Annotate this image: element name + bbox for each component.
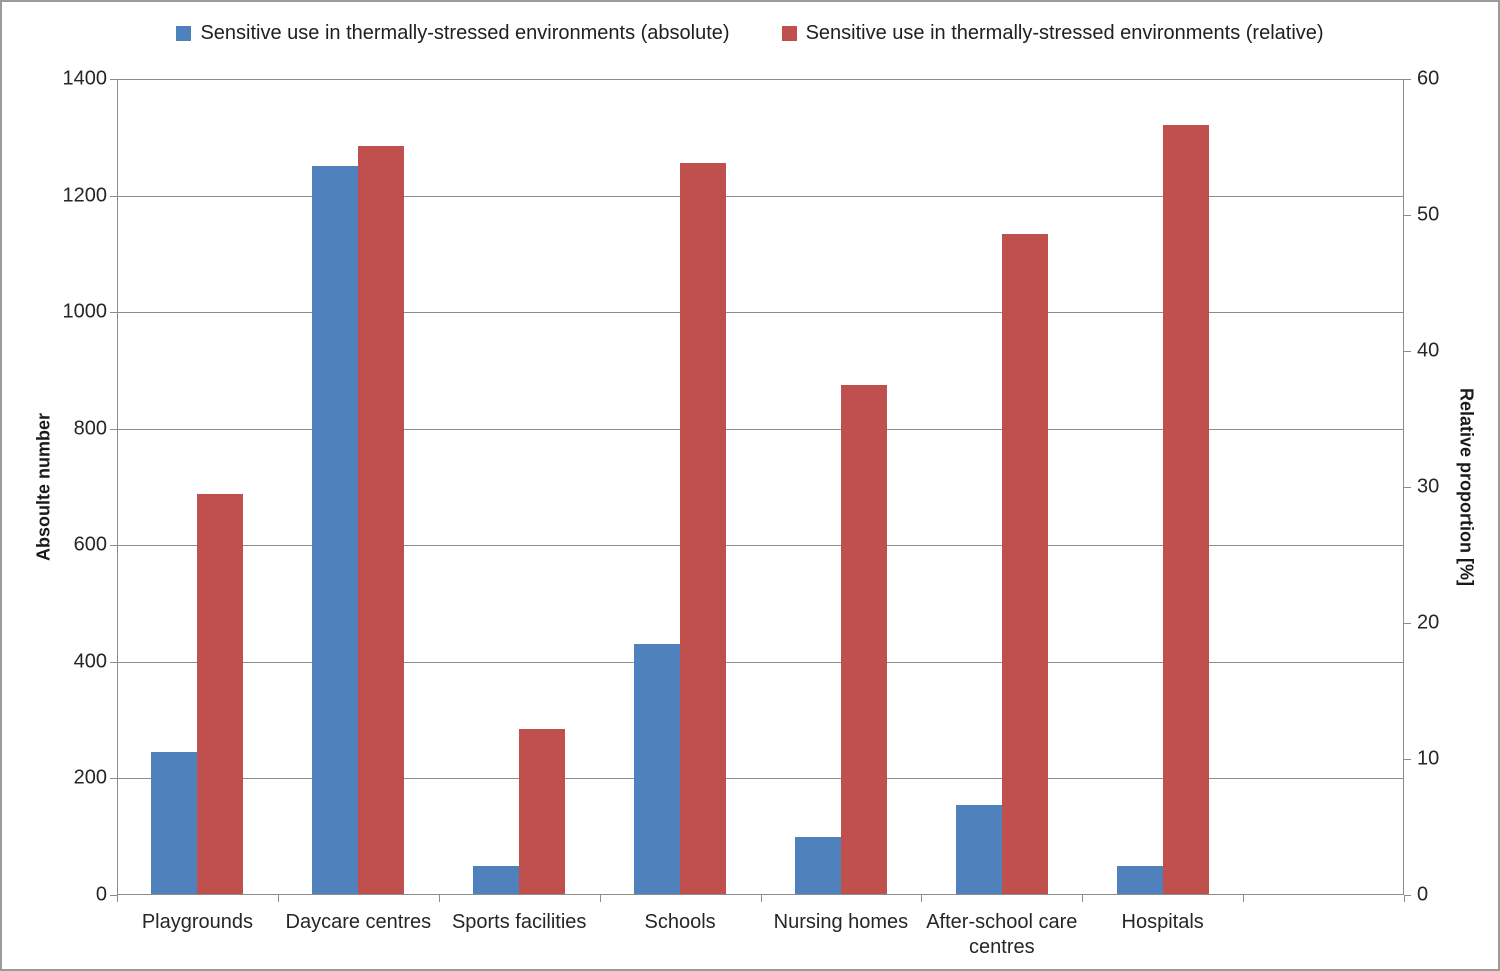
category-axis-tick (761, 895, 762, 902)
category-label: Schools (644, 911, 716, 933)
legend-swatch-absolute-icon (176, 26, 192, 41)
gridline (117, 79, 1404, 80)
right-axis-tick-label: 10 (1417, 747, 1440, 770)
right-axis-tick (1404, 895, 1411, 896)
gridline (117, 778, 1404, 780)
category-axis-tick (921, 895, 922, 902)
gridline (117, 312, 1404, 314)
bar-relative-after-school-care-centres (1001, 234, 1048, 894)
category-axis-tick (278, 895, 279, 902)
right-axis-tick-label: 40 (1417, 339, 1440, 362)
category-axis-tick (1082, 895, 1083, 902)
category-label: Hospitals (1121, 911, 1204, 933)
left-axis-tick (110, 312, 117, 314)
left-axis-tick-label: 1000 (62, 300, 108, 323)
bar-relative-nursing-homes (840, 385, 887, 894)
gridline (117, 545, 1404, 547)
right-axis-tick (1404, 79, 1411, 80)
left-axis-tick (110, 545, 117, 547)
bar-relative-sports-facilities (519, 729, 566, 894)
left-axis-tick-label: 200 (73, 766, 107, 789)
bar-absolute-schools (634, 644, 681, 894)
bar-relative-playgrounds (197, 493, 244, 894)
legend-swatch-relative-icon (781, 26, 797, 41)
category-axis-tick (117, 895, 118, 902)
left-axis-tick-label: 1400 (62, 67, 108, 90)
bar-absolute-daycare-centres (312, 166, 359, 894)
category-label: Daycare centres (285, 911, 432, 933)
gridline (117, 195, 1404, 197)
right-axis-tick (1404, 215, 1411, 216)
legend-label-absolute: Sensitive use in thermally-stressed envi… (200, 22, 730, 44)
right-axis-tick-label: 60 (1417, 67, 1440, 90)
bar-absolute-hospitals (1116, 865, 1163, 894)
left-axis-tick-label: 600 (73, 533, 107, 556)
x-axis-line (117, 894, 1404, 895)
left-axis-tick (110, 895, 117, 896)
right-axis-tick (1404, 351, 1411, 352)
left-axis-tick (110, 661, 117, 663)
left-axis-tick (110, 195, 117, 197)
category-label: Nursing homes (773, 911, 909, 933)
bar-absolute-nursing-homes (794, 836, 841, 894)
category-axis-tick (1404, 895, 1405, 902)
left-axis-tick-label: 800 (73, 417, 107, 440)
left-axis-tick (110, 79, 117, 80)
legend-entry-relative: Sensitive use in thermally-stressed envi… (781, 22, 1324, 45)
category-axis-tick (439, 895, 440, 902)
right-axis-line (1403, 79, 1404, 895)
bar-relative-daycare-centres (358, 145, 405, 894)
right-axis-tick-label: 30 (1417, 475, 1440, 498)
left-axis-tick-label: 400 (73, 650, 107, 673)
chart-legend: Sensitive use in thermally-stressed envi… (2, 22, 1498, 45)
right-axis-tick-label: 20 (1417, 611, 1440, 634)
legend-entry-absolute: Sensitive use in thermally-stressed envi… (176, 22, 730, 45)
bar-absolute-after-school-care-centres (955, 804, 1002, 894)
bar-absolute-playgrounds (151, 752, 198, 894)
category-label: Sports facilities (451, 911, 587, 933)
bar-relative-schools (680, 163, 727, 894)
right-axis-tick-label: 50 (1417, 203, 1440, 226)
gridline (117, 661, 1404, 663)
right-axis-title: Relative proportion [%] (1456, 387, 1477, 587)
bar-relative-hospitals (1162, 125, 1209, 894)
right-axis-tick-label: 0 (1417, 883, 1429, 906)
left-axis-line (117, 79, 118, 895)
category-axis-tick (1243, 895, 1244, 902)
right-axis-tick (1404, 623, 1411, 624)
left-axis-tick-label: 0 (95, 883, 107, 906)
left-axis-tick (110, 778, 117, 780)
category-label: After-school care centres (926, 911, 1078, 958)
legend-label-relative: Sensitive use in thermally-stressed envi… (805, 22, 1324, 44)
right-axis-tick (1404, 487, 1411, 488)
left-axis-tick (110, 428, 117, 430)
bar-absolute-sports-facilities (473, 865, 520, 894)
plot-area (110, 79, 1411, 902)
left-axis-tick-label: 1200 (62, 184, 108, 207)
right-axis-tick (1404, 759, 1411, 760)
category-axis-tick (600, 895, 601, 902)
category-label: Playgrounds (141, 911, 254, 933)
gridline (117, 428, 1404, 430)
